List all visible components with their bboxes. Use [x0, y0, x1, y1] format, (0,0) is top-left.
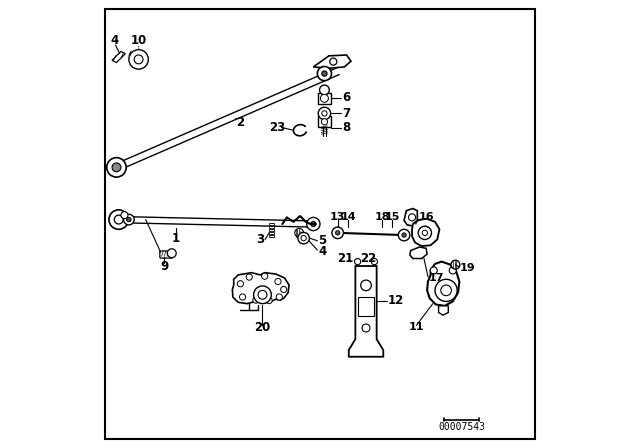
- Polygon shape: [112, 52, 125, 63]
- Text: 21: 21: [337, 252, 353, 265]
- Circle shape: [258, 290, 267, 299]
- Text: 4: 4: [110, 34, 118, 47]
- Text: 18: 18: [374, 212, 390, 222]
- Circle shape: [435, 279, 457, 302]
- Text: 16: 16: [419, 212, 435, 222]
- Circle shape: [318, 107, 331, 120]
- FancyBboxPatch shape: [269, 229, 274, 231]
- Circle shape: [330, 58, 337, 65]
- Text: 00007543: 00007543: [438, 422, 485, 431]
- Circle shape: [301, 236, 307, 241]
- Text: 22: 22: [360, 252, 376, 265]
- Circle shape: [441, 285, 451, 296]
- Text: 9: 9: [160, 259, 168, 272]
- FancyBboxPatch shape: [160, 251, 173, 258]
- Text: 14: 14: [340, 212, 356, 222]
- Text: 8: 8: [342, 121, 350, 134]
- Circle shape: [129, 50, 148, 69]
- Circle shape: [112, 163, 121, 172]
- Text: 23: 23: [269, 121, 285, 134]
- Text: 15: 15: [385, 212, 400, 222]
- Circle shape: [121, 211, 128, 219]
- Text: 7: 7: [342, 107, 350, 120]
- Polygon shape: [349, 266, 383, 357]
- Circle shape: [246, 274, 252, 280]
- Polygon shape: [427, 262, 460, 306]
- Polygon shape: [232, 273, 289, 304]
- Circle shape: [317, 66, 332, 81]
- Circle shape: [332, 227, 344, 239]
- Circle shape: [335, 231, 340, 235]
- Circle shape: [127, 217, 131, 222]
- Circle shape: [398, 229, 410, 241]
- Circle shape: [134, 55, 143, 64]
- Text: 5: 5: [318, 234, 326, 247]
- Text: 4: 4: [318, 245, 326, 258]
- FancyBboxPatch shape: [269, 235, 274, 237]
- Circle shape: [321, 119, 328, 125]
- Circle shape: [408, 214, 415, 221]
- Circle shape: [307, 217, 320, 231]
- Circle shape: [253, 286, 271, 304]
- Circle shape: [371, 258, 378, 265]
- FancyBboxPatch shape: [269, 226, 274, 228]
- Circle shape: [430, 267, 437, 274]
- Circle shape: [449, 267, 456, 274]
- Circle shape: [321, 95, 328, 102]
- Circle shape: [237, 280, 243, 287]
- Text: 12: 12: [388, 294, 404, 307]
- Circle shape: [319, 85, 330, 95]
- Circle shape: [310, 221, 316, 227]
- Text: 13: 13: [330, 212, 346, 222]
- Polygon shape: [412, 219, 440, 246]
- Text: 1: 1: [172, 232, 180, 245]
- Circle shape: [355, 258, 361, 265]
- Circle shape: [322, 111, 327, 116]
- Polygon shape: [410, 247, 427, 258]
- Circle shape: [361, 280, 371, 291]
- Circle shape: [298, 233, 309, 244]
- Text: 10: 10: [131, 34, 147, 47]
- Circle shape: [280, 286, 287, 293]
- Circle shape: [295, 228, 303, 237]
- FancyBboxPatch shape: [269, 223, 274, 225]
- Circle shape: [275, 278, 281, 284]
- Circle shape: [109, 210, 129, 229]
- Circle shape: [402, 233, 406, 237]
- FancyBboxPatch shape: [269, 232, 274, 234]
- Circle shape: [167, 249, 176, 258]
- Circle shape: [322, 71, 327, 76]
- Text: 3: 3: [256, 233, 264, 246]
- Circle shape: [422, 230, 428, 236]
- Polygon shape: [121, 211, 130, 220]
- Text: 17: 17: [428, 273, 444, 283]
- Circle shape: [262, 273, 268, 279]
- Circle shape: [276, 294, 282, 300]
- Circle shape: [362, 324, 370, 332]
- Circle shape: [107, 158, 126, 177]
- Text: 11: 11: [408, 322, 424, 332]
- Polygon shape: [438, 306, 448, 315]
- FancyBboxPatch shape: [318, 93, 331, 103]
- Circle shape: [451, 260, 460, 269]
- Circle shape: [115, 215, 123, 224]
- Text: 2: 2: [236, 116, 244, 129]
- Circle shape: [266, 297, 272, 304]
- Circle shape: [418, 226, 431, 240]
- Polygon shape: [314, 55, 351, 68]
- Circle shape: [239, 294, 246, 300]
- Circle shape: [253, 297, 259, 303]
- Text: 20: 20: [254, 322, 271, 335]
- FancyBboxPatch shape: [358, 297, 374, 316]
- FancyBboxPatch shape: [318, 116, 331, 127]
- Polygon shape: [404, 208, 417, 226]
- Circle shape: [124, 214, 134, 225]
- Text: 19: 19: [460, 263, 475, 273]
- Text: 6: 6: [342, 91, 350, 104]
